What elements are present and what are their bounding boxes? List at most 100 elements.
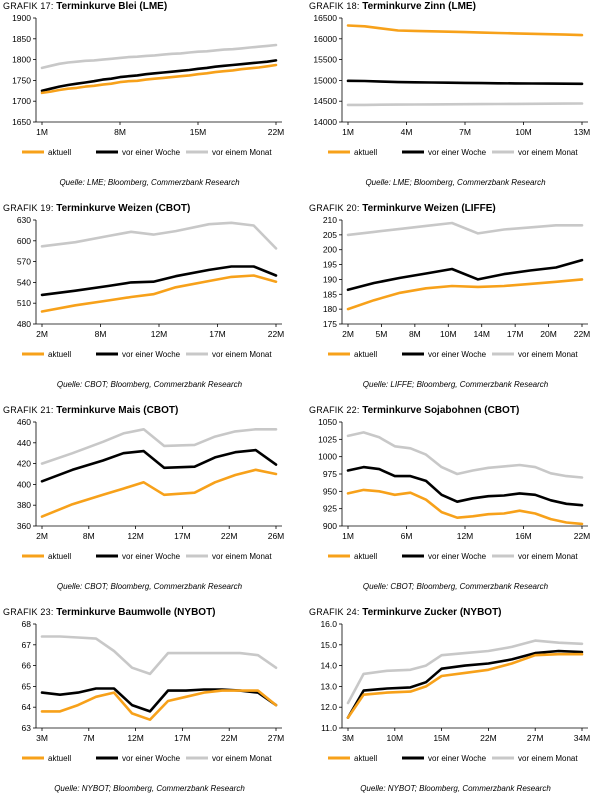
chart-title-text: Terminkurve Weizen (LIFFE) — [362, 203, 496, 214]
x-tick-label: 22M — [221, 531, 238, 541]
chart-source: Quelle: CBOT; Bloomberg, Commerzbank Res… — [362, 582, 549, 591]
y-tick-label: 15500 — [313, 55, 337, 65]
series-line-monat — [346, 102, 584, 107]
figure-label: GRAFIK 19: — [3, 203, 57, 213]
legend-label-woche: vor einer Woche — [122, 148, 181, 157]
chart-title-text: Terminkurve Weizen (CBOT) — [56, 203, 191, 214]
series-line-monat — [40, 635, 278, 676]
y-tick-label: 200 — [323, 245, 337, 255]
y-tick-label: 15.0 — [320, 640, 337, 650]
series-line-monat — [346, 221, 584, 237]
x-tick-label: 7M — [459, 127, 471, 137]
y-tick-label: 380 — [17, 500, 31, 510]
y-tick-label: 11.0 — [321, 723, 337, 733]
chart-source: Quelle: LIFFE; Bloomberg, Commerzbank Re… — [362, 380, 549, 389]
legend-label-aktuell: aktuell — [354, 552, 377, 561]
series-line-aktuell — [40, 468, 278, 518]
chart-title-text: Terminkurve Zucker (NYBOT) — [362, 607, 502, 618]
legend-label-woche: vor einer Woche — [428, 148, 487, 157]
y-tick-label: 66 — [22, 661, 32, 671]
chart-source: Quelle: LME; Bloomberg, Commerzbank Rese… — [59, 178, 240, 187]
series-line-aktuell — [40, 274, 278, 313]
series-line-woche — [346, 258, 584, 292]
x-tick-label: 10M — [387, 733, 404, 743]
x-tick-label: 22M — [268, 127, 285, 137]
series-line-woche — [40, 687, 278, 713]
legend-label-monat: vor einem Monat — [518, 350, 578, 359]
x-tick-label: 8M — [114, 127, 126, 137]
series-line-monat — [40, 43, 278, 70]
series-line-aktuell — [346, 652, 584, 719]
chart-svg: 480 510 540 570 600 630 2M 8M 12M 17M 22M aktuell vo… — [17, 215, 285, 359]
series-line-aktuell — [40, 689, 278, 721]
chart-panel: GRAFIK 19: Terminkurve Weizen (CBOT) 480 5… — [0, 202, 299, 404]
legend-label-monat: vor einem Monat — [212, 552, 272, 561]
chart-title-text: Terminkurve Sojabohnen (CBOT) — [362, 405, 520, 416]
chart-panel: GRAFIK 23: Terminkurve Baumwolle (NYBOT)… — [0, 606, 299, 808]
x-tick-label: 26M — [268, 531, 285, 541]
chart-title: GRAFIK 18: Terminkurve Zinn (LME) — [309, 0, 476, 13]
y-tick-label: 65 — [22, 681, 32, 691]
y-tick-label: 16.0 — [320, 619, 337, 629]
x-tick-label: 22M — [574, 329, 591, 339]
series-line-monat — [40, 428, 278, 465]
y-tick-label: 13.0 — [320, 681, 337, 691]
y-tick-label: 185 — [323, 289, 337, 299]
legend-label-monat: vor einem Monat — [212, 754, 272, 763]
legend-label-woche: vor einer Woche — [122, 350, 181, 359]
chart-title: GRAFIK 24: Terminkurve Zucker (NYBOT) — [309, 606, 502, 619]
x-tick-label: 2M — [36, 329, 48, 339]
y-tick-label: 68 — [22, 619, 32, 629]
x-tick-label: 22M — [268, 329, 285, 339]
series-line-woche — [346, 79, 584, 86]
y-tick-label: 67 — [22, 640, 32, 650]
series-line-aktuell — [40, 63, 278, 95]
legend-label-aktuell: aktuell — [48, 148, 71, 157]
y-tick-label: 195 — [323, 260, 337, 270]
x-tick-label: 3M — [342, 733, 354, 743]
y-tick-label: 1650 — [12, 117, 31, 127]
chart-title-text: Terminkurve Mais (CBOT) — [56, 405, 179, 416]
chart-panel: GRAFIK 17: Terminkurve Blei (LME) 1650 170… — [0, 0, 299, 202]
x-tick-label: 8M — [95, 329, 107, 339]
figure-label: GRAFIK 24: — [309, 607, 363, 617]
x-tick-label: 5M — [376, 329, 388, 339]
chart-panel: GRAFIK 22: Terminkurve Sojabohnen (CBOT)… — [306, 404, 599, 606]
x-tick-label: 12M — [127, 531, 144, 541]
chart-svg: 11.0 12.0 13.0 14.0 15.0 16.0 3M 10M 15M 22M 27M 34… — [320, 619, 590, 763]
x-tick-label: 10M — [515, 127, 532, 137]
figure-label: GRAFIK 20: — [309, 203, 363, 213]
x-tick-label: 17M — [507, 329, 524, 339]
y-tick-label: 16000 — [313, 34, 337, 44]
y-tick-label: 190 — [323, 274, 337, 284]
chart-title-text: Terminkurve Blei (LME) — [56, 1, 168, 12]
chart-source: Quelle: CBOT; Bloomberg, Commerzbank Res… — [56, 582, 243, 591]
x-tick-label: 17M — [174, 531, 191, 541]
y-tick-label: 205 — [323, 230, 337, 240]
figure-label: GRAFIK 21: — [3, 405, 57, 415]
legend-label-woche: vor einer Woche — [122, 552, 181, 561]
legend-label-woche: vor einer Woche — [428, 754, 487, 763]
chart-title: GRAFIK 19: Terminkurve Weizen (CBOT) — [3, 202, 190, 215]
legend-label-woche: vor einer Woche — [428, 552, 487, 561]
chart-title: GRAFIK 20: Terminkurve Weizen (LIFFE) — [309, 202, 496, 215]
y-tick-label: 1900 — [12, 13, 31, 23]
y-tick-label: 15000 — [313, 75, 337, 85]
y-tick-label: 180 — [323, 304, 337, 314]
series-line-monat — [40, 221, 278, 250]
y-tick-label: 925 — [323, 504, 337, 514]
y-tick-label: 210 — [323, 215, 337, 225]
x-tick-label: 22M — [574, 531, 591, 541]
x-tick-label: 4M — [401, 127, 413, 137]
x-tick-label: 2M — [36, 531, 48, 541]
x-tick-label: 15M — [190, 127, 207, 137]
y-tick-label: 975 — [323, 469, 337, 479]
x-tick-label: 8M — [83, 531, 95, 541]
x-tick-label: 20M — [540, 329, 557, 339]
y-tick-label: 460 — [17, 417, 31, 427]
y-tick-label: 1750 — [12, 75, 31, 85]
y-tick-label: 64 — [22, 702, 32, 712]
x-tick-label: 8M — [409, 329, 421, 339]
chart-title: GRAFIK 23: Terminkurve Baumwolle (NYBOT) — [3, 606, 216, 619]
x-tick-label: 3M — [36, 733, 48, 743]
